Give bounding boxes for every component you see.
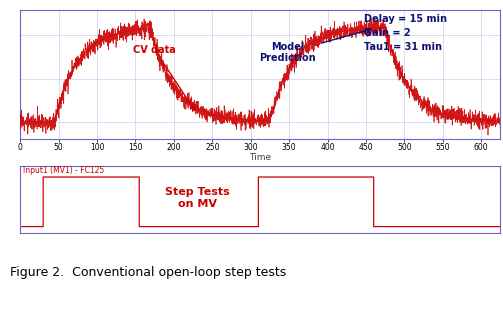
- Text: Delay = 15 min
Gain = 2
Tau1 = 31 min: Delay = 15 min Gain = 2 Tau1 = 31 min: [364, 14, 447, 52]
- Text: CV data: CV data: [133, 45, 195, 110]
- Text: Figure 2.  Conventional open-loop step tests: Figure 2. Conventional open-loop step te…: [10, 266, 286, 279]
- Text: Step Tests
on MV: Step Tests on MV: [165, 187, 230, 209]
- Text: Model
Prediction: Model Prediction: [259, 28, 371, 63]
- Text: Input1 (MV1) - FC125: Input1 (MV1) - FC125: [23, 166, 104, 175]
- X-axis label: Time: Time: [249, 153, 271, 162]
